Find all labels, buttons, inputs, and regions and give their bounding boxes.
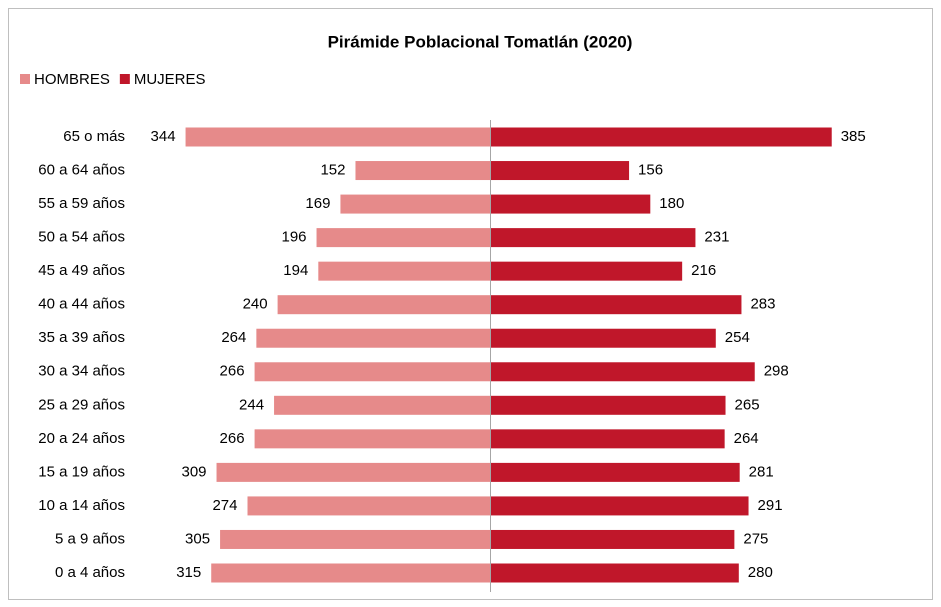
category-label: 65 o más <box>63 128 125 145</box>
data-label: 385 <box>841 128 866 145</box>
bar <box>211 563 490 583</box>
bar <box>491 529 735 549</box>
bar <box>316 228 490 248</box>
data-label: 266 <box>220 430 245 447</box>
data-label: 156 <box>638 162 663 179</box>
bar <box>254 362 490 382</box>
category-label: 50 a 54 años <box>38 229 125 246</box>
bar <box>491 429 725 449</box>
legend-label: HOMBRES <box>34 71 110 88</box>
data-label: 309 <box>182 463 207 480</box>
data-label: 315 <box>176 564 201 581</box>
data-label: 169 <box>305 195 330 212</box>
data-label: 264 <box>734 430 759 447</box>
category-label: 60 a 64 años <box>38 162 125 179</box>
bar <box>274 395 490 415</box>
category-label: 15 a 19 años <box>38 463 125 480</box>
data-label: 274 <box>212 497 237 514</box>
data-label: 152 <box>320 162 345 179</box>
bar <box>491 161 630 181</box>
legend-label: MUJERES <box>134 71 206 88</box>
bar <box>491 261 683 281</box>
category-label: 55 a 59 años <box>38 195 125 212</box>
bar <box>491 362 755 382</box>
data-label: 244 <box>239 396 264 413</box>
data-label: 275 <box>743 530 768 547</box>
bar <box>491 127 832 147</box>
data-label: 216 <box>691 262 716 279</box>
bar <box>318 261 490 281</box>
bar <box>491 462 740 482</box>
data-label: 281 <box>749 463 774 480</box>
data-label: 305 <box>185 530 210 547</box>
legend-swatch <box>119 74 130 84</box>
bar <box>491 295 742 315</box>
category-label: 40 a 44 años <box>38 296 125 313</box>
category-label: 35 a 39 años <box>38 329 125 346</box>
bar <box>256 328 490 348</box>
data-label: 291 <box>758 497 783 514</box>
category-label: 30 a 34 años <box>38 363 125 380</box>
bar <box>491 194 651 214</box>
bar <box>254 429 490 449</box>
legend-swatch <box>20 74 30 84</box>
data-label: 254 <box>725 329 750 346</box>
data-label: 196 <box>282 229 307 246</box>
data-label: 265 <box>735 396 760 413</box>
bar <box>491 228 696 248</box>
chart-title: Pirámide Poblacional Tomatlán (2020) <box>328 32 633 51</box>
data-label: 283 <box>750 296 775 313</box>
bar <box>220 529 490 549</box>
data-label: 180 <box>659 195 684 212</box>
bar <box>491 395 726 415</box>
data-label: 264 <box>221 329 246 346</box>
data-label: 240 <box>243 296 268 313</box>
category-label: 10 a 14 años <box>38 497 125 514</box>
category-label: 45 a 49 años <box>38 262 125 279</box>
data-label: 266 <box>220 363 245 380</box>
data-label: 298 <box>764 363 789 380</box>
bar <box>185 127 490 147</box>
bar <box>491 328 716 348</box>
bar <box>340 194 490 214</box>
category-label: 0 a 4 años <box>55 564 125 581</box>
bar <box>216 462 490 482</box>
bar <box>491 496 749 516</box>
category-label: 25 a 29 años <box>38 396 125 413</box>
data-label: 344 <box>151 128 176 145</box>
bar <box>277 295 490 315</box>
category-label: 5 a 9 años <box>55 530 125 547</box>
data-label: 231 <box>704 229 729 246</box>
bar <box>247 496 490 516</box>
data-label: 194 <box>283 262 308 279</box>
bar <box>355 161 490 181</box>
data-label: 280 <box>748 564 773 581</box>
bar <box>491 563 739 583</box>
category-label: 20 a 24 años <box>38 430 125 447</box>
